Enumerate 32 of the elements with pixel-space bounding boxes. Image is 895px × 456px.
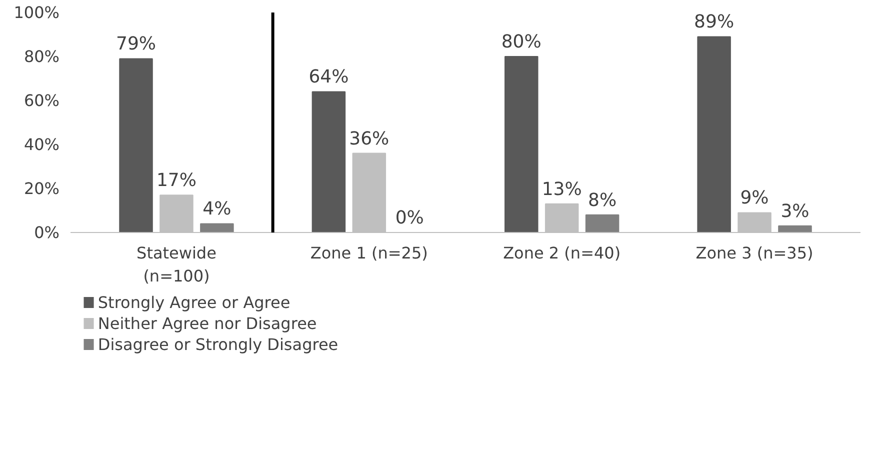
y-tick-label: 100% <box>14 3 60 22</box>
x-tick-label: Zone 2 (n=40) <box>503 244 621 262</box>
bar <box>778 225 812 232</box>
data-label: 64% <box>308 66 349 88</box>
data-label: 79% <box>116 34 156 55</box>
x-tick-label: Statewide (n=100) <box>136 244 216 286</box>
data-label: 89% <box>694 12 734 33</box>
data-label: 36% <box>349 128 390 150</box>
legend-label: Neither Agree nor Disagree <box>98 314 317 333</box>
data-label: 9% <box>740 188 769 209</box>
legend-label: Strongly Agree or Agree <box>98 293 290 312</box>
bar <box>585 214 620 232</box>
data-label: 80% <box>501 32 542 52</box>
y-tick-label: 20% <box>24 179 60 198</box>
data-label: 8% <box>588 190 617 211</box>
data-label: 3% <box>780 200 810 222</box>
x-tick-label: Zone 1 (n=25) <box>310 244 428 262</box>
data-label: 0% <box>395 208 424 228</box>
y-tick-label: 40% <box>24 135 60 154</box>
bar <box>697 36 731 232</box>
y-tick-label: 80% <box>24 47 60 66</box>
y-tick-label: 0% <box>34 223 60 242</box>
x-tick-label: Zone 3 (n=35) <box>696 244 814 262</box>
legend-label: Disagree or Strongly Disagree <box>98 335 338 354</box>
bar <box>119 58 153 232</box>
data-label: 17% <box>156 170 196 192</box>
y-tick-label: 60% <box>24 91 60 110</box>
data-label: 4% <box>202 198 232 220</box>
bar <box>312 91 346 232</box>
bar <box>504 56 538 232</box>
bar <box>200 223 234 232</box>
data-label: 13% <box>542 178 582 200</box>
